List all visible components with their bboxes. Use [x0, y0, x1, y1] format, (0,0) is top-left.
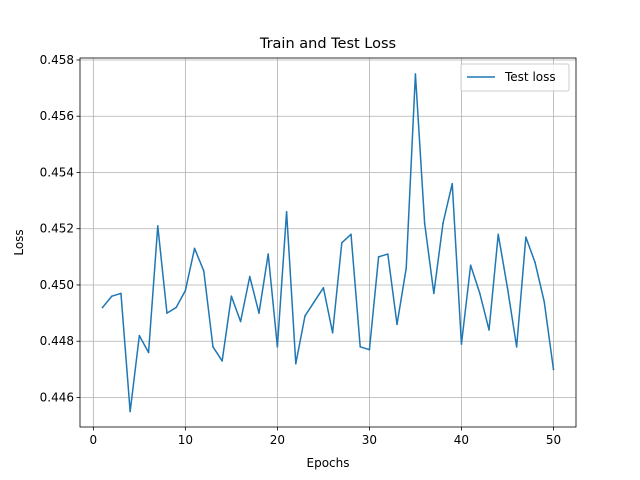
axes-frame — [79, 57, 577, 428]
data-point — [166, 312, 168, 314]
y-tick-label: 0.452 — [40, 222, 74, 236]
data-point — [221, 360, 223, 362]
data-point — [138, 334, 141, 337]
data-point — [248, 275, 251, 278]
data-point — [350, 233, 352, 236]
data-point — [451, 182, 454, 185]
data-point — [331, 331, 334, 334]
data-point — [258, 312, 260, 314]
data-point — [212, 346, 214, 348]
chart-title: Train and Test Loss — [259, 36, 396, 52]
x-tick-label: 50 — [546, 433, 561, 447]
x-tick-label: 10 — [178, 433, 193, 447]
legend-label-test-loss: Test loss — [504, 70, 556, 84]
data-point — [294, 362, 297, 365]
data-point — [156, 225, 159, 227]
y-tick-label: 0.454 — [40, 165, 74, 179]
y-tick-label: 0.458 — [40, 53, 74, 67]
data-point — [184, 289, 187, 292]
data-point — [230, 295, 233, 298]
data-point — [488, 329, 490, 331]
x-tick-label: 20 — [270, 433, 285, 447]
data-point — [313, 301, 316, 303]
data-point — [193, 247, 196, 250]
series-layer — [101, 73, 555, 413]
data-point — [460, 343, 463, 345]
data-point — [175, 306, 177, 309]
ticks: 0 10 20 30 40 50 0.446 0.448 0.450 0.452 0.454 0.45… — [40, 53, 561, 447]
data-point — [497, 233, 500, 236]
data-point — [304, 315, 306, 317]
y-tick-label: 0.450 — [40, 278, 74, 292]
data-point — [267, 253, 269, 255]
data-point — [525, 236, 527, 238]
data-point — [469, 264, 472, 267]
y-axis-label: Loss — [12, 229, 26, 255]
data-point — [101, 306, 104, 309]
data-point — [423, 222, 426, 224]
data-point — [543, 301, 546, 303]
data-point — [202, 270, 205, 272]
data-point — [322, 286, 325, 289]
data-point — [341, 241, 343, 244]
y-tick-label: 0.456 — [40, 109, 74, 123]
data-point — [276, 346, 279, 348]
data-point — [552, 368, 555, 371]
grid — [80, 58, 576, 427]
data-point — [396, 323, 398, 326]
data-point — [129, 410, 131, 413]
data-point — [405, 267, 408, 269]
data-point — [147, 351, 150, 354]
data-point — [387, 253, 389, 255]
x-axis-label: Epochs — [307, 456, 350, 470]
data-point — [377, 256, 380, 258]
legend: Test loss — [460, 63, 570, 92]
data-point — [368, 348, 371, 351]
data-point — [433, 292, 435, 295]
y-tick-label: 0.448 — [40, 334, 74, 348]
data-point — [285, 211, 288, 213]
data-point — [239, 320, 242, 323]
data-point — [479, 292, 481, 295]
data-point — [414, 73, 417, 75]
x-tick-label: 40 — [454, 433, 469, 447]
data-point — [442, 222, 444, 224]
data-point — [534, 261, 536, 264]
data-point — [506, 286, 509, 289]
legend-box — [460, 63, 570, 92]
x-tick-label: 30 — [362, 433, 377, 447]
data-point — [110, 295, 113, 298]
series-line-test-loss — [101, 73, 555, 413]
x-tick-label: 0 — [90, 433, 98, 447]
y-tick-label: 0.446 — [40, 390, 74, 404]
data-point — [359, 346, 362, 348]
data-point — [515, 346, 518, 348]
data-point — [120, 292, 122, 295]
